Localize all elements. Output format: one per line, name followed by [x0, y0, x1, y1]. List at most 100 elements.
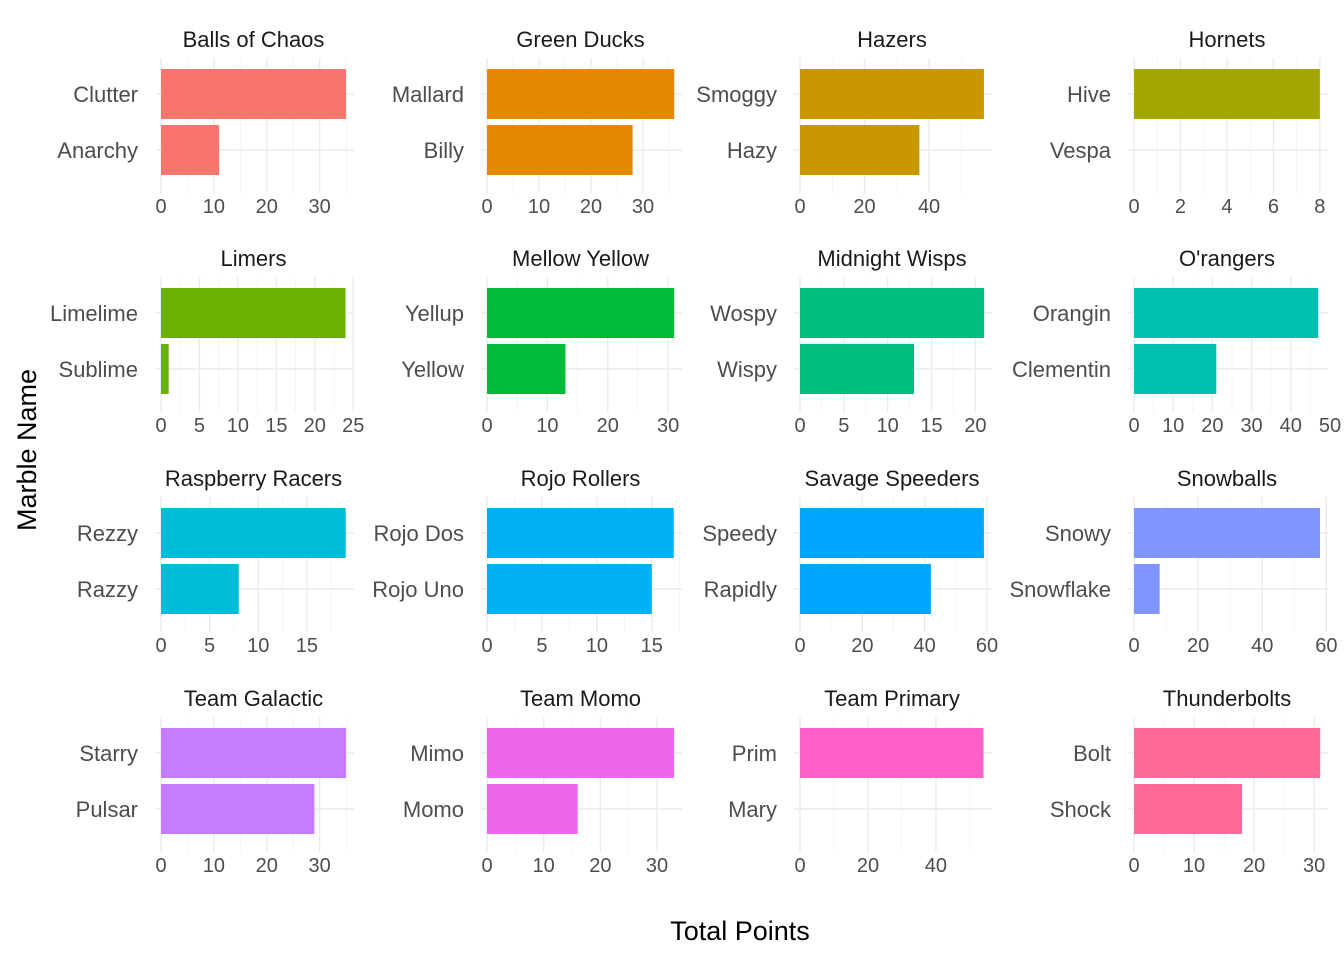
y-tick-label: Snowflake	[1009, 577, 1111, 602]
facet-panel: Snowy Snowflake 0 20 40 60 Snowballs	[1009, 466, 1337, 657]
bar-orangin	[1134, 288, 1319, 338]
x-tick-label: 10	[203, 196, 225, 218]
bar-mimo	[487, 728, 675, 778]
facet-panel: Rojo Dos Rojo Uno 0 5 10 15 Rojo Rollers	[372, 466, 682, 657]
x-tick-label: 0	[794, 415, 805, 437]
y-tick-label: Sublime	[59, 357, 138, 382]
x-tick-label: 10	[586, 635, 608, 657]
x-tick-label: 4	[1221, 196, 1232, 218]
x-tick-label: 0	[1128, 196, 1139, 218]
x-tick-label: 2	[1175, 196, 1186, 218]
x-tick-label: 50	[1319, 415, 1341, 437]
bar-smoggy	[800, 69, 984, 119]
y-tick-label: Orangin	[1033, 301, 1111, 326]
y-tick-label: Rojo Uno	[372, 577, 464, 602]
x-tick-label: 20	[857, 855, 879, 877]
x-tick-label: 10	[203, 855, 225, 877]
x-tick-label: 20	[1187, 635, 1209, 657]
facet-title: Team Momo	[520, 686, 641, 711]
x-tick-label: 20	[1201, 415, 1223, 437]
bar-bolt	[1134, 728, 1321, 778]
bar-rezzy	[161, 508, 346, 558]
x-tick-label: 40	[925, 855, 947, 877]
bar-hive	[1134, 69, 1320, 119]
x-tick-label: 30	[1240, 415, 1262, 437]
x-tick-label: 0	[794, 855, 805, 877]
bar-yellup	[487, 288, 675, 338]
y-tick-label: Mary	[728, 797, 777, 822]
y-tick-label: Anarchy	[57, 138, 138, 163]
y-tick-label: Hazy	[727, 138, 777, 163]
y-tick-label: Clementin	[1012, 357, 1111, 382]
y-tick-label: Wospy	[710, 301, 777, 326]
facet-title: Raspberry Racers	[165, 466, 342, 491]
x-tick-label: 20	[304, 415, 326, 437]
x-tick-label: 40	[918, 196, 940, 218]
facet-panel: Mallard Billy 0 10 20 30 Green Ducks	[392, 27, 682, 218]
x-tick-label: 30	[657, 415, 679, 437]
y-tick-label: Prim	[732, 741, 777, 766]
facet-title: Snowballs	[1177, 466, 1277, 491]
facet-panel: Wospy Wispy 0 5 10 15 20 Midnight Wisps	[710, 246, 992, 437]
x-tick-label: 5	[838, 415, 849, 437]
x-tick-label: 30	[309, 855, 331, 877]
y-tick-label: Hive	[1067, 82, 1111, 107]
facet-panel: Hive Vespa 0 2 4 6 8 Hornets	[1050, 27, 1328, 218]
facet-panel: Speedy Rapidly 0 20 40 60 Savage Speeders	[702, 466, 998, 657]
y-tick-label: Momo	[403, 797, 464, 822]
x-tick-label: 0	[155, 635, 166, 657]
y-tick-label: Mimo	[410, 741, 464, 766]
bar-wispy	[800, 344, 914, 394]
x-tick-label: 20	[964, 415, 986, 437]
y-tick-label: Mallard	[392, 82, 464, 107]
facet-title: Rojo Rollers	[521, 466, 641, 491]
x-tick-label: 40	[1280, 415, 1302, 437]
x-tick-label: 20	[851, 635, 873, 657]
facet-panel: Bolt Shock 0 10 20 30 Thunderbolts	[1050, 686, 1328, 877]
x-tick-label: 5	[194, 415, 205, 437]
bar-wospy	[800, 288, 985, 338]
x-tick-label: 20	[256, 855, 278, 877]
y-tick-label: Limelime	[50, 301, 138, 326]
y-tick-label: Bolt	[1073, 741, 1111, 766]
x-tick-label: 0	[481, 635, 492, 657]
x-tick-label: 20	[580, 196, 602, 218]
x-tick-label: 60	[1315, 635, 1337, 657]
x-tick-label: 0	[481, 415, 492, 437]
x-tick-label: 15	[641, 635, 663, 657]
x-tick-label: 25	[342, 415, 364, 437]
facet-panel: Smoggy Hazy 0 20 40 Hazers	[696, 27, 992, 218]
y-tick-label: Pulsar	[76, 797, 138, 822]
bar-rapidly	[800, 564, 931, 614]
x-tick-label: 10	[877, 415, 899, 437]
x-tick-label: 6	[1268, 196, 1279, 218]
facet-title: Limers	[220, 246, 286, 271]
x-tick-label: 30	[1303, 855, 1325, 877]
x-tick-label: 40	[1251, 635, 1273, 657]
x-tick-label: 0	[1128, 635, 1139, 657]
x-tick-label: 0	[155, 196, 166, 218]
x-tick-label: 10	[528, 196, 550, 218]
facet-title: Thunderbolts	[1163, 686, 1291, 711]
facet-title: Balls of Chaos	[183, 27, 325, 52]
y-tick-label: Shock	[1050, 797, 1112, 822]
bar-sublime	[161, 344, 169, 394]
x-tick-label: 10	[1183, 855, 1205, 877]
x-tick-label: 30	[632, 196, 654, 218]
facet-panel: Rezzy Razzy 0 5 10 15 Raspberry Racers	[77, 466, 354, 657]
x-tick-label: 0	[794, 196, 805, 218]
facet-panel: Yellup Yellow 0 10 20 30 Mellow Yellow	[401, 246, 682, 437]
bar-prim	[800, 728, 984, 778]
facet-title: Green Ducks	[516, 27, 644, 52]
bar-starry	[161, 728, 347, 778]
x-axis-title: Total Points	[670, 916, 810, 946]
x-tick-label: 5	[204, 635, 215, 657]
bar-billy	[487, 125, 633, 175]
x-tick-label: 0	[1128, 855, 1139, 877]
facet-title: Mellow Yellow	[512, 246, 649, 271]
x-tick-label: 0	[155, 415, 166, 437]
y-tick-label: Rapidly	[704, 577, 777, 602]
bar-momo	[487, 784, 578, 834]
